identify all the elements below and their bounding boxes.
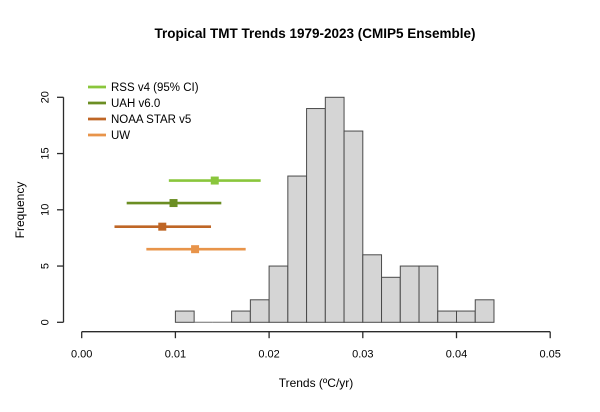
histogram-bar	[249, 299, 270, 323]
y-tick-label: 0	[40, 319, 52, 325]
histogram-bar	[174, 310, 195, 323]
x-tick-label: 0.00	[71, 349, 92, 361]
y-tick-label: 20	[40, 91, 52, 103]
x-tick-label: 0.05	[539, 349, 560, 361]
error-bar-marker	[191, 245, 200, 254]
histogram-bar	[268, 265, 289, 323]
y-tick-label: 15	[40, 147, 52, 159]
x-axis-label: Trends (ºC/yr)	[278, 376, 354, 390]
legend-label: RSS v4 (95% CI)	[111, 82, 199, 94]
histogram-bar	[381, 276, 401, 323]
legend-label: NOAA STAR v5	[111, 114, 191, 126]
histogram-bar	[399, 265, 420, 323]
histogram-bar	[343, 130, 364, 323]
error-bar-marker	[210, 176, 219, 185]
x-tick-label: 0.04	[446, 349, 467, 361]
legend-label: UAH v6.0	[111, 98, 160, 110]
x-tick-label: 0.01	[165, 349, 186, 361]
histogram-bar	[474, 299, 495, 323]
y-tick-label: 5	[40, 263, 52, 269]
x-tick-label: 0.02	[258, 349, 279, 361]
legend-label: UW	[111, 130, 130, 142]
histogram-bar	[418, 265, 439, 323]
x-tick-label: 0.03	[352, 349, 373, 361]
histogram-bar	[306, 108, 326, 323]
error-bar-marker	[169, 199, 178, 208]
error-bar-marker	[158, 222, 167, 231]
y-tick-label: 10	[40, 204, 52, 216]
histogram-bar	[231, 310, 251, 323]
histogram-bar	[362, 254, 383, 323]
histogram-bar	[324, 96, 345, 323]
histogram-bar	[287, 175, 308, 323]
histogram-bar	[437, 310, 458, 323]
chart-title: Tropical TMT Trends 1979-2023 (CMIP5 Ens…	[154, 26, 476, 41]
histogram-bar	[456, 310, 476, 323]
